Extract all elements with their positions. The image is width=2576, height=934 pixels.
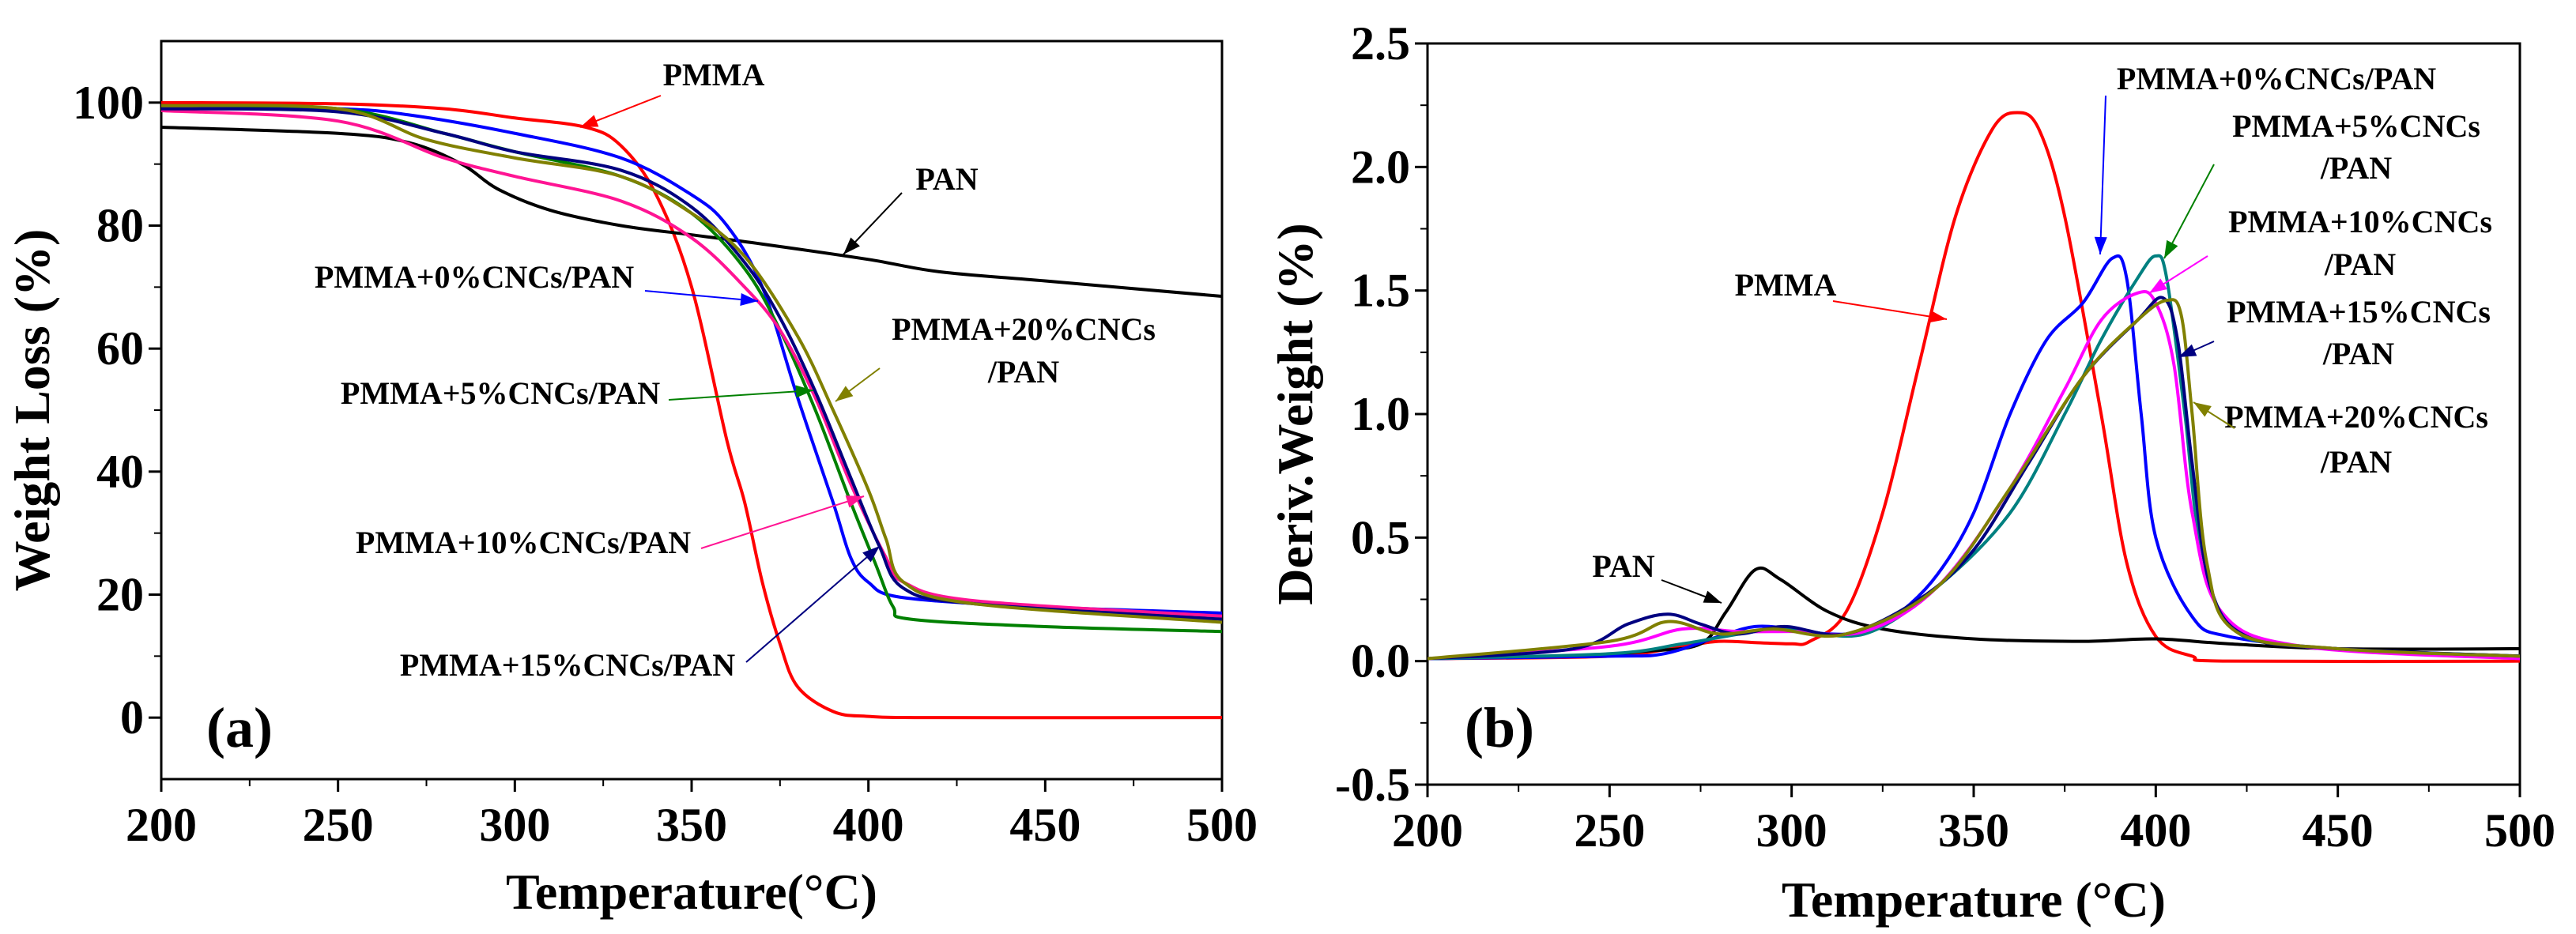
series-line-pmma	[161, 100, 1222, 720]
arrowhead-icon	[580, 115, 599, 127]
x-tick-label: 200	[126, 799, 197, 851]
arrowhead-icon	[1929, 310, 1947, 323]
annotation-label: /PAN	[2322, 336, 2394, 371]
x-tick-label: 300	[479, 799, 550, 851]
dtg-chart-panel: Temperature (°C) Deriv.Weight (%) (b) 20…	[1267, 17, 2555, 928]
y-tick-label: 0	[120, 691, 144, 744]
annotation-label: PMMA	[663, 57, 765, 92]
tga-chart-panel: Temperature(°C) Weight Loss (%) (a) 200 2…	[4, 40, 1258, 920]
arrowhead-icon	[2178, 344, 2197, 357]
arrowhead-icon	[2149, 278, 2167, 293]
y-tick-label: 1.0	[1351, 388, 1410, 440]
annotation-label: PMMA+15%CNCs/PAN	[400, 647, 735, 683]
annotation-label: PMMA+10%CNCs	[2228, 204, 2492, 239]
annotation-label: PMMA	[1735, 267, 1837, 303]
y-axis-title: Weight Loss (%)	[4, 229, 60, 592]
annotation-arrow-line	[1832, 300, 1948, 320]
annotation-arrow-line	[745, 545, 881, 663]
x-axis-title: Temperature(°C)	[506, 864, 877, 920]
annotation-label: /PAN	[2324, 247, 2396, 282]
y-tick-label: -0.5	[1335, 759, 1410, 811]
y-tick-label: 1.5	[1351, 265, 1410, 317]
y-tick-label: 0.0	[1351, 635, 1410, 687]
y-tick-label: 0.5	[1351, 511, 1410, 563]
x-axis-title: Temperature (°C)	[1782, 872, 2166, 928]
annotation-label: /PAN	[987, 354, 1059, 390]
arrowhead-icon	[2094, 236, 2107, 254]
y-axis-title: Deriv.Weight (%)	[1267, 223, 1323, 604]
x-tick-label: 350	[1938, 804, 2009, 857]
annotation-label: PMMA+10%CNCs/PAN	[356, 525, 691, 560]
series-line-pmma-5-cncs-pan	[161, 104, 1222, 634]
x-tick-label: 500	[2484, 804, 2555, 857]
annotation-arrow-line	[700, 495, 865, 549]
series-line-pmma	[1428, 111, 2520, 664]
x-tick-label: 500	[1186, 799, 1258, 851]
annotation-arrow-line	[644, 290, 759, 302]
y-tick-label: 80	[96, 200, 144, 252]
annotation-label: /PAN	[2320, 444, 2392, 480]
x-tick-label: 450	[1009, 799, 1081, 851]
y-tick-label: 2.5	[1351, 17, 1410, 70]
y-tick-label: 60	[96, 322, 144, 375]
annotation-label: PMMA+0%CNCs/PAN	[2117, 61, 2436, 96]
arrowhead-icon	[862, 546, 880, 563]
series-line-pmma-15-cncs-pan	[161, 107, 1222, 621]
x-tick-label: 300	[1756, 804, 1827, 857]
arrowhead-icon	[740, 293, 758, 306]
annotation-label: PMMA+15%CNCs	[2227, 294, 2491, 330]
arrowhead-icon	[2193, 402, 2212, 417]
annotation-label: PAN	[1592, 548, 1654, 584]
annotation-arrow-line	[668, 390, 814, 401]
panel-label: (b)	[1465, 696, 1534, 759]
x-tick-label: 350	[656, 799, 727, 851]
series-line-pmma-10-cncs-pan	[161, 108, 1222, 618]
arrowhead-icon	[2164, 239, 2178, 258]
arrowhead-icon	[843, 237, 860, 254]
annotation-label: PAN	[915, 161, 978, 197]
annotation-label: /PAN	[2320, 150, 2392, 186]
x-tick-label: 250	[1574, 804, 1645, 857]
y-tick-label: 20	[96, 569, 144, 621]
series-line-pmma-20-cncs-pan	[161, 104, 1222, 624]
annotation-label: PMMA+5%CNCs/PAN	[341, 375, 660, 411]
annotation-label: PMMA+5%CNCs	[2232, 108, 2480, 144]
series-line-pmma-20-cncs-pan	[1428, 298, 2520, 661]
y-tick-label: 2.0	[1351, 141, 1410, 193]
x-tick-label: 400	[2120, 804, 2191, 857]
x-tick-label: 400	[833, 799, 904, 851]
x-tick-label: 450	[2303, 804, 2374, 857]
x-tick-label: 200	[1392, 804, 1463, 857]
arrowhead-icon	[795, 385, 813, 398]
annotation-label: PMMA+0%CNCs/PAN	[315, 259, 634, 295]
arrowhead-icon	[835, 386, 854, 401]
annotation-arrow-line	[2099, 95, 2106, 255]
series-line-pmma-0-cncs-pan	[161, 104, 1222, 615]
arrowhead-icon	[1703, 590, 1722, 603]
annotation-label: PMMA+20%CNCs	[892, 311, 1156, 347]
y-tick-label: 40	[96, 446, 144, 498]
annotation-arrow-line	[2163, 164, 2215, 259]
y-tick-label: 100	[73, 77, 144, 129]
panel-label: (a)	[206, 696, 273, 759]
arrowhead-icon	[845, 495, 864, 508]
x-tick-label: 250	[303, 799, 374, 851]
annotation-label: PMMA+20%CNCs	[2224, 399, 2488, 435]
